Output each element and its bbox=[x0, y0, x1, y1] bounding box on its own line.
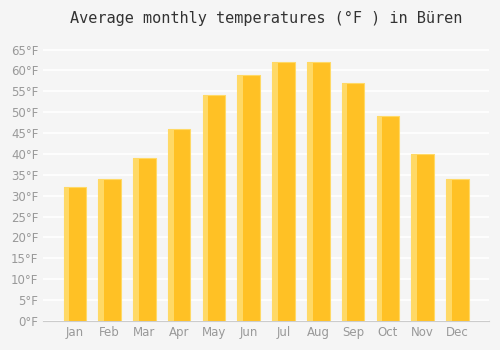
Bar bbox=[446, 179, 452, 321]
Bar bbox=[64, 187, 86, 321]
Bar bbox=[307, 62, 330, 321]
Bar bbox=[272, 62, 295, 321]
Bar bbox=[202, 96, 226, 321]
Bar bbox=[446, 179, 468, 321]
Bar bbox=[64, 187, 69, 321]
Bar bbox=[133, 158, 156, 321]
Bar bbox=[376, 116, 399, 321]
Bar bbox=[272, 62, 278, 321]
Bar bbox=[98, 179, 104, 321]
Bar bbox=[238, 75, 243, 321]
Bar bbox=[168, 129, 173, 321]
Bar bbox=[342, 83, 347, 321]
Bar bbox=[412, 154, 417, 321]
Bar bbox=[307, 62, 312, 321]
Bar bbox=[238, 75, 260, 321]
Bar bbox=[202, 96, 208, 321]
Bar bbox=[98, 179, 121, 321]
Bar bbox=[412, 154, 434, 321]
Bar bbox=[133, 158, 139, 321]
Bar bbox=[342, 83, 364, 321]
Bar bbox=[168, 129, 190, 321]
Bar bbox=[376, 116, 382, 321]
Title: Average monthly temperatures (°F ) in Büren: Average monthly temperatures (°F ) in Bü… bbox=[70, 11, 462, 26]
